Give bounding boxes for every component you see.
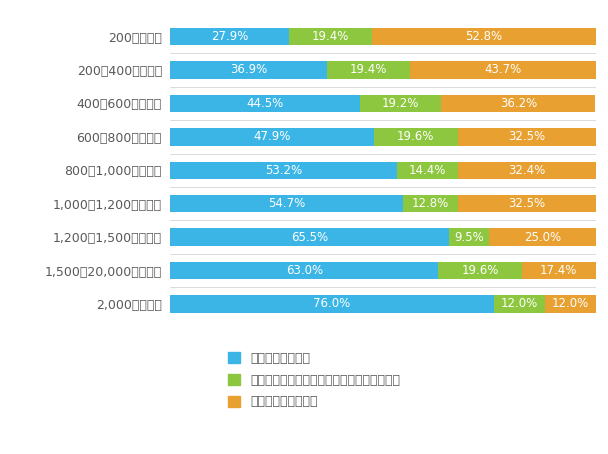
Text: 54.7%: 54.7% [268, 197, 305, 210]
Bar [170, 262, 438, 279]
Bar [522, 262, 596, 279]
Bar [170, 28, 289, 45]
Text: 36.9%: 36.9% [230, 64, 268, 76]
Bar [438, 262, 522, 279]
Text: 12.0%: 12.0% [500, 297, 538, 311]
Bar [170, 95, 360, 112]
Text: 65.5%: 65.5% [291, 231, 328, 244]
Text: 19.6%: 19.6% [461, 264, 499, 277]
Bar [410, 61, 596, 79]
Bar [458, 128, 596, 146]
Text: 47.9%: 47.9% [254, 130, 291, 143]
Bar [489, 228, 596, 246]
Bar [458, 162, 596, 179]
Bar [449, 228, 489, 246]
Bar [545, 295, 596, 313]
Bar [170, 162, 396, 179]
Bar [170, 128, 374, 146]
Bar [494, 295, 545, 313]
Text: 12.0%: 12.0% [551, 297, 589, 311]
Bar [458, 195, 596, 212]
Bar [327, 61, 410, 79]
Legend: 現在投資している, 現在投資していないが、していたことはある, 投資したことはない: 現在投資している, 現在投資していないが、していたことはある, 投資したことはな… [227, 352, 400, 409]
Text: 25.0%: 25.0% [524, 231, 561, 244]
Text: 17.4%: 17.4% [540, 264, 578, 277]
Text: 32.4%: 32.4% [508, 164, 545, 177]
Text: 19.4%: 19.4% [350, 64, 387, 76]
Text: 9.5%: 9.5% [454, 231, 484, 244]
Text: 32.5%: 32.5% [508, 197, 545, 210]
Text: 27.9%: 27.9% [211, 30, 248, 43]
Bar [170, 295, 494, 313]
Text: 43.7%: 43.7% [484, 64, 522, 76]
Text: 12.8%: 12.8% [412, 197, 449, 210]
Bar [441, 95, 595, 112]
Bar [360, 95, 441, 112]
Text: 53.2%: 53.2% [265, 164, 302, 177]
Bar [396, 162, 458, 179]
Bar [170, 195, 403, 212]
Text: 14.4%: 14.4% [409, 164, 446, 177]
Text: 44.5%: 44.5% [246, 97, 283, 110]
Text: 19.6%: 19.6% [397, 130, 435, 143]
Text: 32.5%: 32.5% [508, 130, 545, 143]
Text: 19.4%: 19.4% [311, 30, 349, 43]
Text: 76.0%: 76.0% [313, 297, 351, 311]
Text: 63.0%: 63.0% [286, 264, 323, 277]
Text: 36.2%: 36.2% [500, 97, 537, 110]
Bar [403, 195, 458, 212]
Text: 52.8%: 52.8% [465, 30, 502, 43]
Bar [371, 28, 596, 45]
Bar [170, 61, 327, 79]
Bar [289, 28, 371, 45]
Text: 19.2%: 19.2% [382, 97, 419, 110]
Bar [374, 128, 457, 146]
Bar [170, 228, 449, 246]
